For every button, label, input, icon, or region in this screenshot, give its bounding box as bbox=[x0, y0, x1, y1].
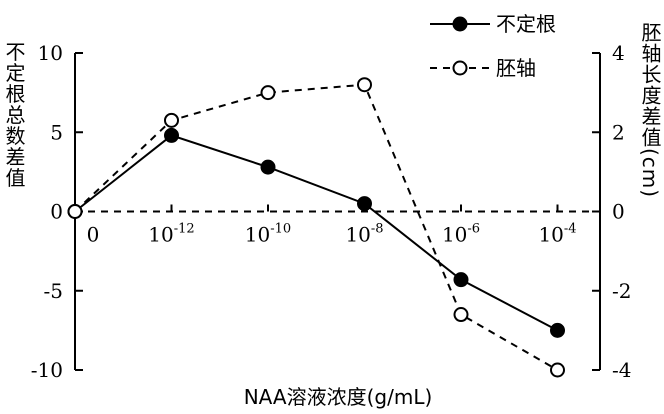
data-point bbox=[550, 322, 565, 338]
x-tick-exponent: -8 bbox=[371, 222, 384, 237]
series-line-1 bbox=[74, 83, 558, 371]
x-tick-base: 10 bbox=[245, 223, 270, 247]
x-tick-base: 10 bbox=[148, 223, 173, 247]
chart-marks bbox=[67, 77, 565, 378]
left-y-axis-title: 不定根总数差值 bbox=[2, 42, 26, 189]
x-tick-exponent: -6 bbox=[467, 222, 480, 237]
x-tick-base: 10 bbox=[538, 223, 563, 247]
left-y-tick-label: 5 bbox=[50, 120, 63, 144]
x-tick-label: 10-10 bbox=[245, 222, 291, 247]
legend-swatch-marker bbox=[452, 60, 468, 76]
x-tick-label: 0 bbox=[87, 223, 100, 247]
data-point bbox=[357, 196, 372, 212]
legend-label: 不定根 bbox=[496, 12, 556, 36]
right-y-tick-label: -2 bbox=[612, 279, 631, 303]
right-y-tick-label: 2 bbox=[612, 120, 625, 144]
data-point bbox=[453, 272, 469, 288]
x-tick-exponent: -10 bbox=[270, 222, 291, 237]
x-tick-label: 10-6 bbox=[442, 222, 480, 247]
left-y-tick-label: -10 bbox=[31, 358, 63, 382]
data-point bbox=[260, 85, 276, 101]
x-tick-base: 10 bbox=[442, 223, 467, 247]
data-point bbox=[164, 112, 179, 128]
data-point bbox=[357, 77, 372, 93]
right-y-tick-label: 0 bbox=[612, 200, 625, 224]
data-point bbox=[164, 127, 179, 143]
x-axis-title: NAA溶液浓度(g/mL) bbox=[244, 385, 433, 409]
data-point bbox=[67, 204, 83, 219]
x-tick-label: 10-4 bbox=[538, 222, 576, 247]
right-y-axis-title: 胚轴长度差值(cm) bbox=[638, 22, 662, 198]
right-y-tick-label: -4 bbox=[612, 358, 631, 382]
series-line-0 bbox=[74, 134, 558, 332]
right-y-tick-label: 4 bbox=[612, 41, 625, 65]
x-tick-base: 10 bbox=[345, 223, 370, 247]
data-point bbox=[260, 159, 276, 175]
x-tick-label: 10-8 bbox=[345, 222, 383, 247]
left-y-tick-label: -5 bbox=[44, 279, 63, 303]
x-tick-label: 10-12 bbox=[148, 222, 194, 247]
data-point bbox=[453, 307, 469, 323]
x-tick-exponent: -4 bbox=[564, 222, 577, 237]
x-tick-base: 0 bbox=[87, 223, 100, 247]
left-y-tick-label: 10 bbox=[38, 41, 63, 65]
data-point bbox=[550, 362, 565, 378]
x-tick-exponent: -12 bbox=[174, 222, 195, 237]
left-y-tick-label: 0 bbox=[50, 200, 63, 224]
legend-label: 胚轴 bbox=[496, 56, 536, 80]
legend-swatch-marker bbox=[452, 16, 468, 32]
